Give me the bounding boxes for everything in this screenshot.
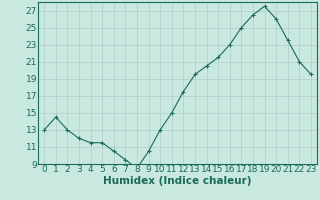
X-axis label: Humidex (Indice chaleur): Humidex (Indice chaleur)	[103, 176, 252, 186]
